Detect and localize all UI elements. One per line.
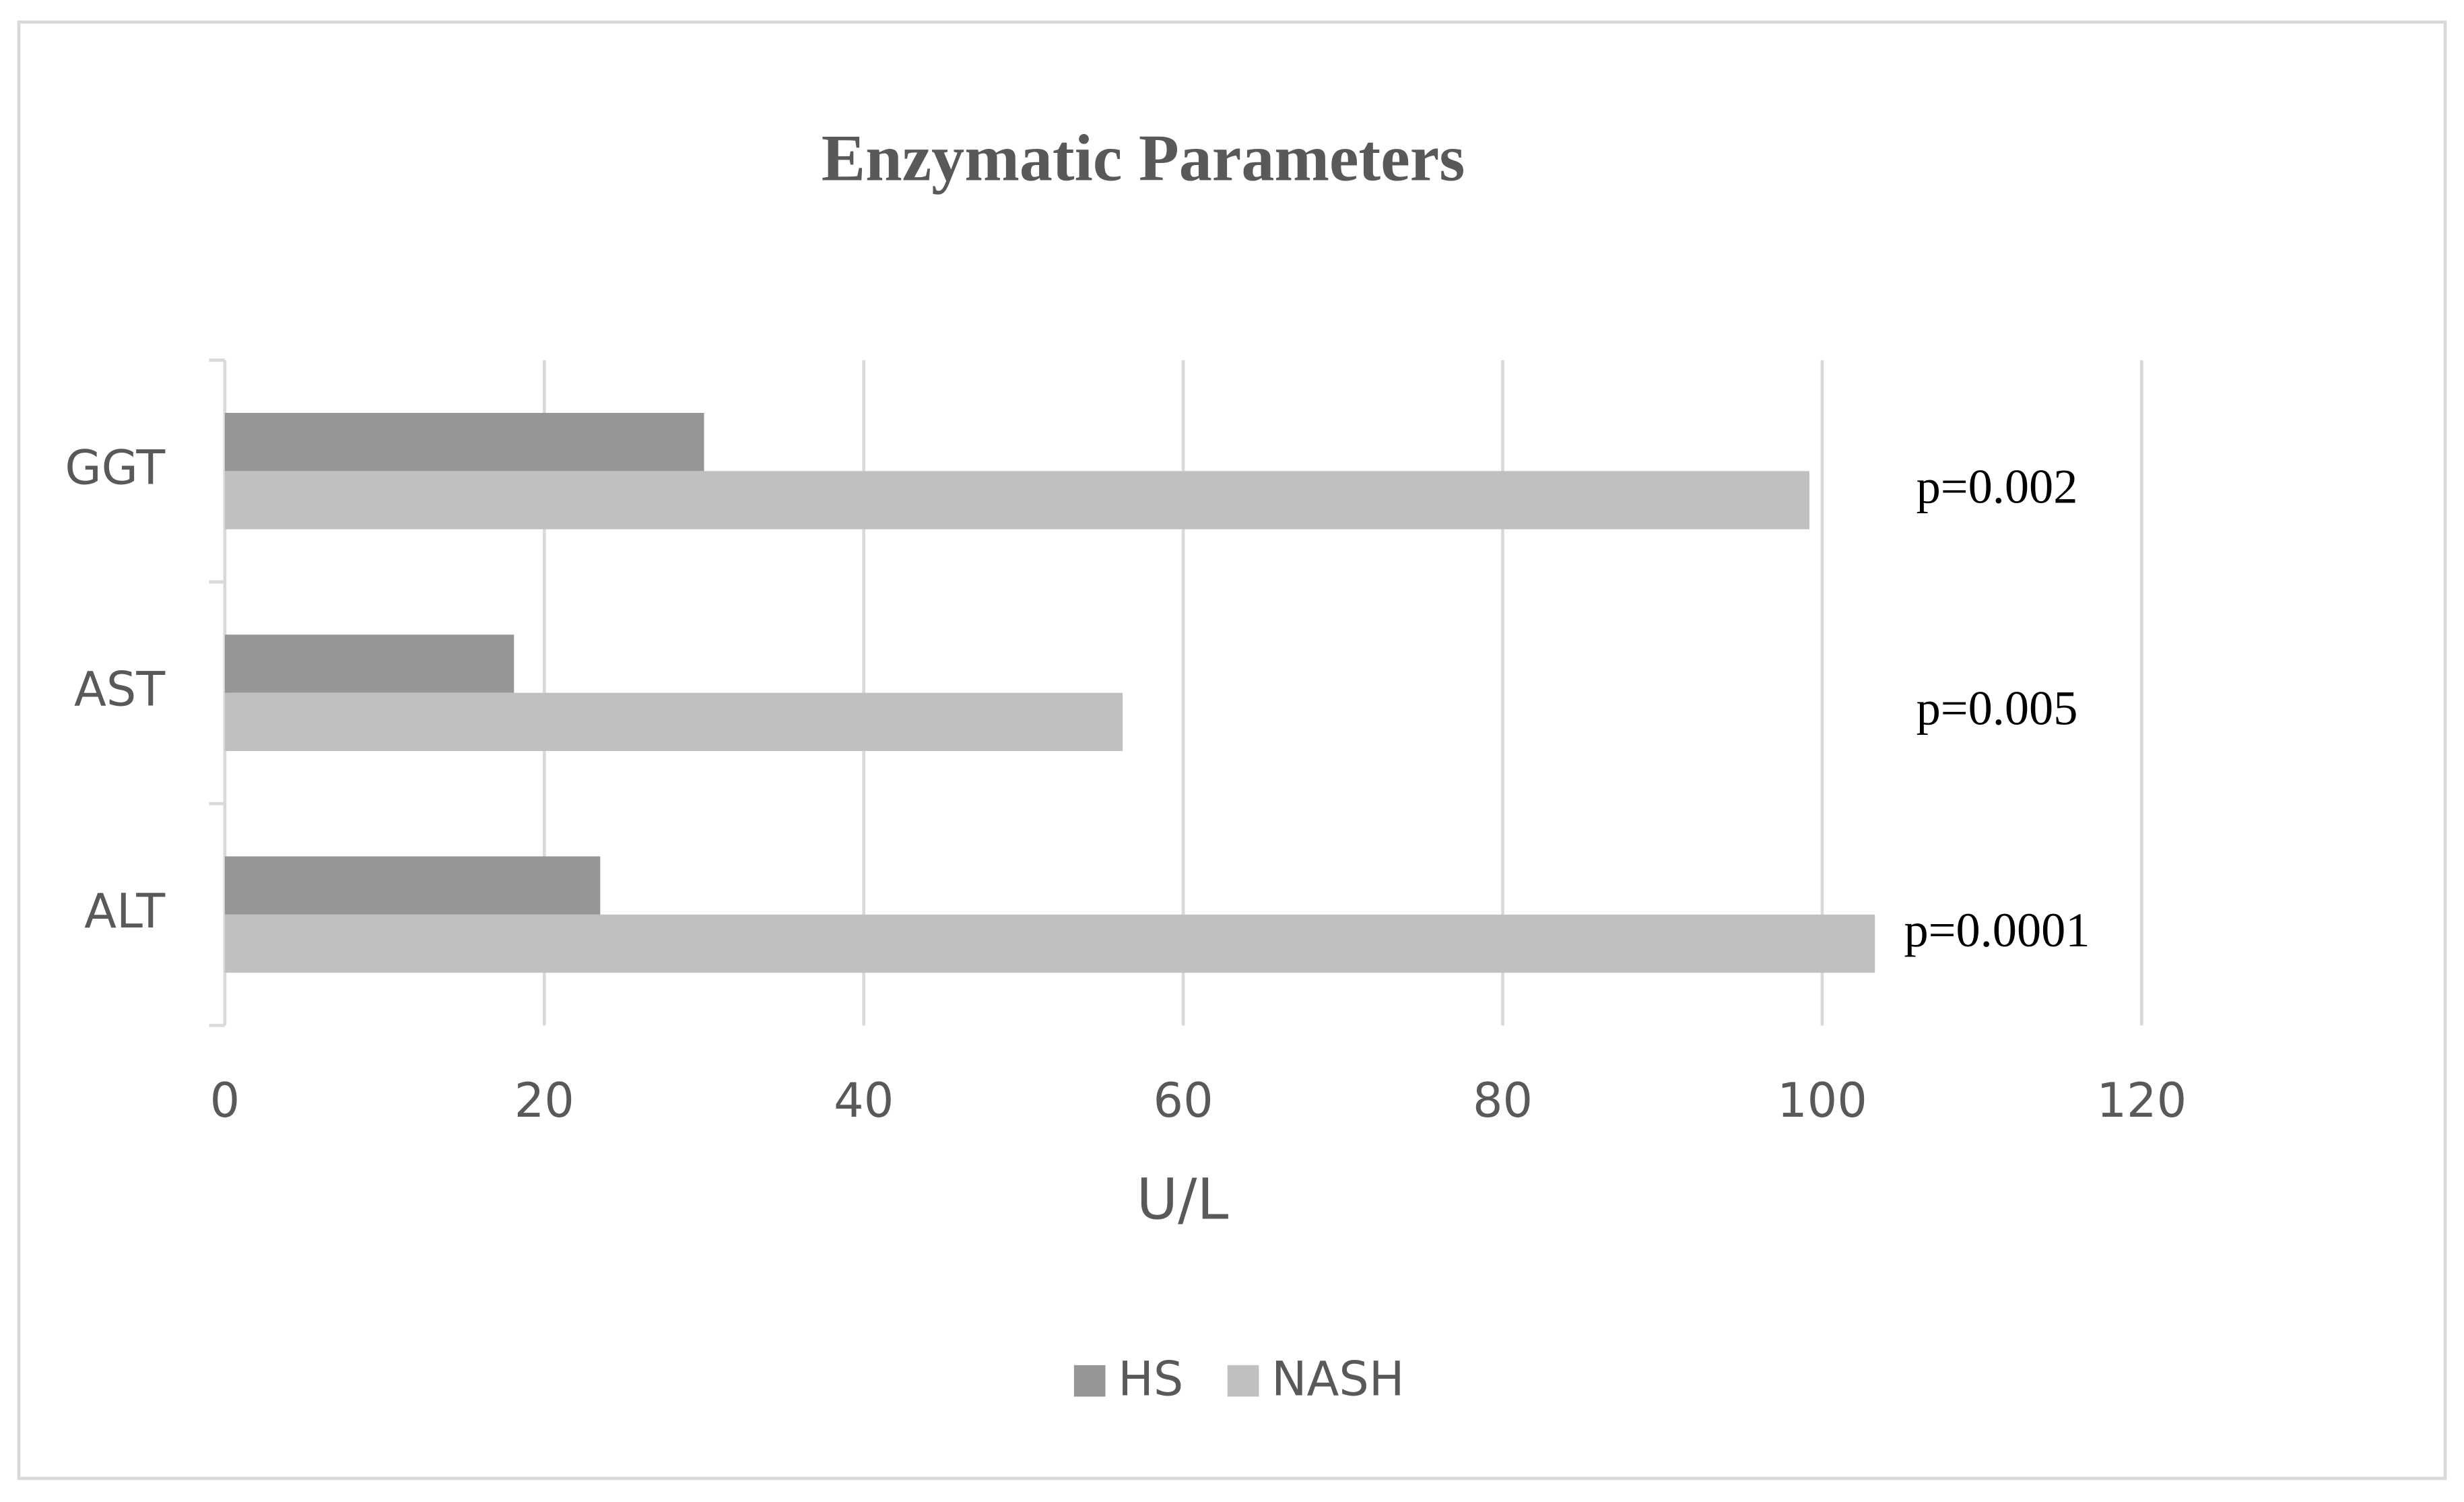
- bar: [224, 634, 514, 693]
- y-tick-label: ALT: [84, 884, 165, 939]
- annotation: p=0.002: [1917, 459, 2078, 513]
- bar: [224, 856, 601, 915]
- annotation: p=0.0001: [1904, 903, 2090, 957]
- x-tick-label: 20: [514, 1073, 574, 1128]
- x-tick-label: 100: [1777, 1073, 1867, 1128]
- chart-title: Enzymatic Parameters: [822, 123, 1465, 195]
- x-tick-label: 120: [2096, 1073, 2187, 1128]
- bar: [224, 412, 704, 471]
- annotation: p=0.005: [1917, 682, 2078, 736]
- legend-label: HS: [1118, 1352, 1183, 1407]
- bar: [224, 914, 1875, 973]
- x-tick-label: 0: [210, 1073, 240, 1128]
- y-tick-label: GGT: [65, 440, 165, 495]
- legend-swatch: [1227, 1365, 1259, 1397]
- bar: [224, 692, 1123, 751]
- x-tick-label: 80: [1473, 1073, 1533, 1128]
- x-tick-label: 60: [1154, 1073, 1213, 1128]
- x-tick-label: 40: [834, 1073, 894, 1128]
- bar: [224, 471, 1809, 529]
- legend-label: NASH: [1271, 1352, 1404, 1407]
- x-axis-title: U/L: [1137, 1166, 1229, 1232]
- legend-swatch: [1073, 1365, 1106, 1397]
- y-tick-label: AST: [74, 662, 165, 717]
